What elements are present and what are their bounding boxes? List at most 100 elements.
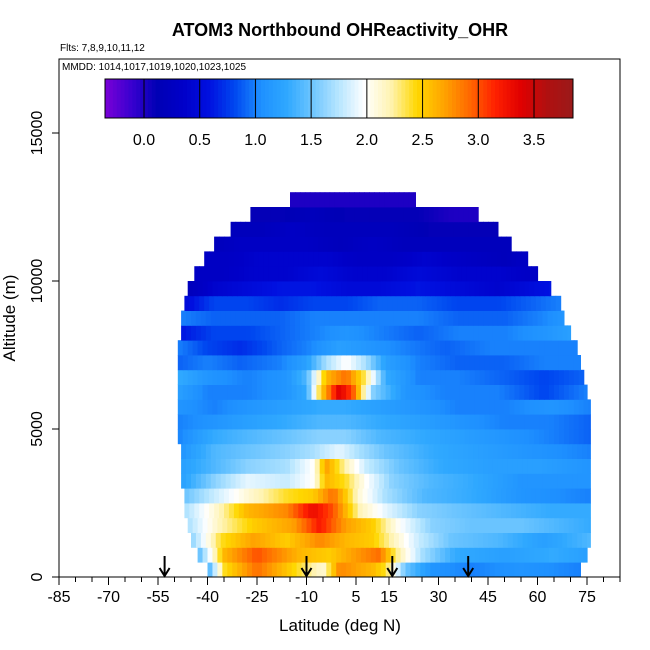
heatmap-cell <box>502 458 509 474</box>
heatmap-cell <box>356 355 362 371</box>
heatmap-cell <box>400 399 407 415</box>
heatmap-cell <box>395 429 402 445</box>
heatmap-cell <box>474 399 481 415</box>
heatmap-cell <box>362 488 369 504</box>
heatmap-cell <box>369 310 375 326</box>
colorbar-swatch <box>409 79 414 118</box>
heatmap-cell <box>455 369 461 385</box>
heatmap-cell <box>195 325 202 341</box>
heatmap-cell <box>519 517 525 533</box>
heatmap-cell <box>529 281 535 297</box>
heatmap-cell <box>466 266 473 282</box>
heatmap-cell <box>336 414 342 430</box>
heatmap-cell <box>390 517 397 533</box>
heatmap-cell <box>331 369 337 385</box>
heatmap-cell <box>354 207 360 223</box>
heatmap-cell <box>516 251 522 267</box>
heatmap-cell <box>197 355 204 371</box>
heatmap-cell <box>542 473 548 489</box>
heatmap-cell <box>374 192 380 208</box>
heatmap-cell <box>276 517 283 533</box>
heatmap-cell <box>423 207 430 223</box>
colorbar-swatch <box>432 79 437 118</box>
heatmap-cell <box>405 517 412 533</box>
heatmap-cell <box>441 488 448 504</box>
heatmap-cell <box>547 325 553 341</box>
heatmap-cell <box>370 369 377 385</box>
heatmap-cell <box>410 429 416 445</box>
heatmap-cell <box>459 429 466 445</box>
heatmap-cell <box>492 443 499 459</box>
heatmap-cell <box>431 295 438 311</box>
heatmap-cell <box>478 473 484 489</box>
heatmap-cell <box>187 355 194 371</box>
heatmap-cell <box>425 547 431 563</box>
heatmap-cell <box>311 414 317 430</box>
heatmap-cell <box>479 399 486 415</box>
heatmap-cell <box>392 251 398 267</box>
altitude-band <box>184 503 591 519</box>
heatmap-cell <box>351 340 357 356</box>
heatmap-cell <box>247 414 253 430</box>
heatmap-cell <box>327 251 334 267</box>
heatmap-cell <box>488 221 494 237</box>
heatmap-cell <box>242 384 248 400</box>
heatmap-cell <box>329 192 336 208</box>
heatmap-cell <box>314 207 321 223</box>
heatmap-cell <box>374 325 380 341</box>
heatmap-cell <box>375 429 382 445</box>
heatmap-cell <box>331 547 337 563</box>
heatmap-cell <box>558 562 565 578</box>
heatmap-cell <box>309 310 316 326</box>
heatmap-cell <box>379 473 385 489</box>
heatmap-cell <box>468 443 474 459</box>
heatmap-cell <box>484 399 491 415</box>
heatmap-cell <box>331 562 337 578</box>
heatmap-cell <box>202 547 209 563</box>
heatmap-cell <box>552 310 558 326</box>
heatmap-cell <box>489 399 496 415</box>
heatmap-cell <box>407 251 413 267</box>
heatmap-cell <box>431 503 438 519</box>
heatmap-cell <box>351 281 357 297</box>
heatmap-cell <box>354 532 360 548</box>
heatmap-cell <box>389 221 395 237</box>
heatmap-cell <box>341 517 347 533</box>
heatmap-cell <box>573 547 580 563</box>
heatmap-cell <box>479 414 486 430</box>
heatmap-cell <box>425 281 431 297</box>
heatmap-cell <box>247 562 253 578</box>
heatmap-cell <box>413 207 420 223</box>
heatmap-cell <box>539 562 545 578</box>
heatmap-cell <box>567 325 572 341</box>
heatmap-cell <box>509 517 515 533</box>
colorbar-swatch <box>292 79 297 118</box>
heatmap-cell <box>359 473 365 489</box>
heatmap-cell <box>525 295 532 311</box>
heatmap-cell <box>438 221 445 237</box>
heatmap-cell <box>393 192 400 208</box>
heatmap-cell <box>534 355 540 371</box>
heatmap-cell <box>408 221 415 237</box>
heatmap-cell <box>235 532 242 548</box>
heatmap-cell <box>291 517 298 533</box>
heatmap-cell <box>435 384 441 400</box>
heatmap-cell <box>232 547 238 563</box>
heatmap-cell <box>433 443 440 459</box>
heatmap-cell <box>273 488 280 504</box>
heatmap-cell <box>283 488 289 504</box>
heatmap-cell <box>309 325 316 341</box>
heatmap-cell <box>242 399 248 415</box>
heatmap-cell <box>205 310 212 326</box>
heatmap-cell <box>296 384 303 400</box>
heatmap-cell <box>321 399 327 415</box>
heatmap-cell <box>243 236 250 252</box>
heatmap-cell <box>441 295 448 311</box>
heatmap-cell <box>430 384 436 400</box>
heatmap-cell <box>402 503 408 519</box>
heatmap-cell <box>377 295 383 311</box>
heatmap-cell <box>197 517 204 533</box>
heatmap-cell <box>436 251 443 267</box>
heatmap-cell <box>202 369 209 385</box>
